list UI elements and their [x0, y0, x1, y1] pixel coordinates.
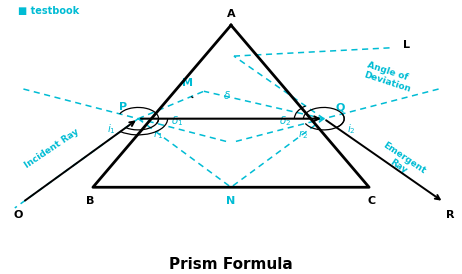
Text: $\delta_2$: $\delta_2$: [279, 114, 292, 128]
Text: A: A: [227, 9, 235, 19]
Text: O: O: [13, 210, 23, 220]
Text: Angle of
Deviation: Angle of Deviation: [362, 61, 415, 94]
Text: $i_2$: $i_2$: [346, 122, 355, 136]
Text: Q: Q: [335, 102, 345, 112]
Text: ■ testbook: ■ testbook: [18, 7, 79, 16]
Text: M: M: [182, 78, 193, 87]
Text: N: N: [226, 196, 236, 206]
Text: $\delta_1$: $\delta_1$: [170, 114, 183, 128]
Text: P: P: [119, 102, 127, 112]
Text: R: R: [446, 210, 455, 220]
Text: $\delta$: $\delta$: [223, 89, 231, 101]
Text: Prism Formula: Prism Formula: [169, 257, 293, 272]
Text: C: C: [367, 196, 376, 206]
Text: $r_2$: $r_2$: [298, 129, 309, 141]
Text: Emergent
Ray: Emergent Ray: [375, 141, 427, 184]
Text: L: L: [403, 40, 410, 50]
Text: $r_1$: $r_1$: [153, 129, 164, 141]
Text: $i_1$: $i_1$: [107, 122, 116, 136]
Text: Incident Ray: Incident Ray: [23, 127, 81, 170]
Text: B: B: [86, 196, 95, 206]
